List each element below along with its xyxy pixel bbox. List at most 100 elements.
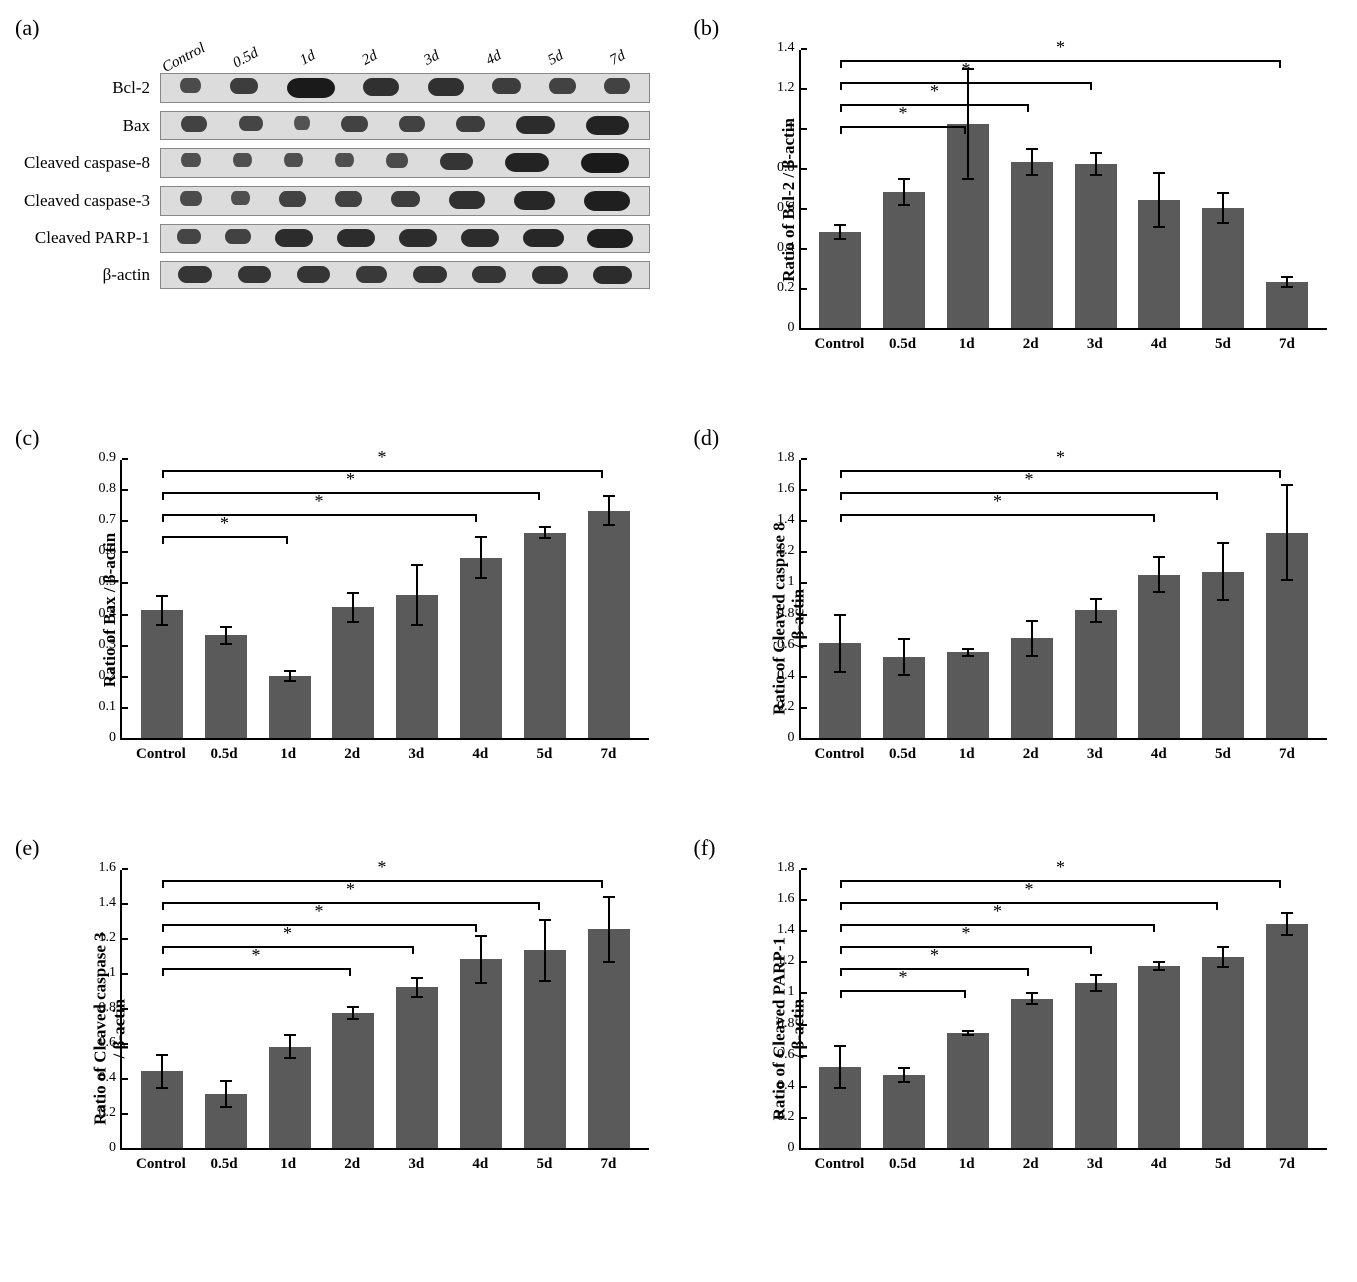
y-tick: 1.2 [777, 543, 801, 559]
bar-group [266, 1047, 314, 1149]
bar-group [1072, 983, 1120, 1148]
y-tick: 1.2 [777, 80, 801, 96]
error-bar [1222, 946, 1224, 968]
y-tick: 0.6 [99, 543, 123, 559]
x-labels: Control0.5d1d2d3d4d5d7d [769, 740, 1328, 763]
blot-band [399, 229, 437, 247]
bar [1202, 957, 1244, 1148]
blot-band [180, 78, 202, 93]
bar [947, 1033, 989, 1148]
y-tick: 1.8 [777, 860, 801, 876]
y-tick: 1.4 [99, 895, 123, 911]
error-bar [1095, 974, 1097, 993]
y-tick: 1.4 [777, 512, 801, 528]
blot-strip [160, 73, 650, 103]
error-bar [608, 495, 610, 526]
blot-band [593, 266, 631, 284]
y-tick: 1 [788, 574, 801, 590]
x-label: 2d [328, 746, 376, 763]
x-label: Control [815, 746, 863, 763]
error-bar [480, 935, 482, 984]
y-tick: 1.6 [99, 860, 123, 876]
bar [205, 635, 247, 738]
blot-row: Cleaved PARP-1 [160, 224, 659, 254]
error-bar [225, 626, 227, 645]
x-label: Control [815, 1156, 863, 1173]
bars-container [801, 50, 1328, 328]
bar-group [329, 1013, 377, 1148]
bar-group [1199, 572, 1247, 738]
blot-band [549, 78, 575, 94]
bar [1266, 924, 1308, 1148]
blot-band [399, 116, 425, 132]
blot-row: Cleaved caspase-3 [160, 186, 659, 216]
bar [396, 595, 438, 738]
bar [819, 1067, 861, 1148]
x-label: 0.5d [879, 1156, 927, 1173]
blot-lane-label: 2d [345, 40, 395, 78]
bar-group [1008, 999, 1056, 1148]
bar-group [1135, 200, 1183, 328]
bar-group [1199, 208, 1247, 328]
blot-band [279, 191, 305, 207]
x-label: 5d [520, 1156, 568, 1173]
bar [1202, 208, 1244, 328]
bar-group [457, 558, 505, 738]
bar [883, 192, 925, 328]
bar [819, 643, 861, 738]
bar [883, 1075, 925, 1148]
error-bar [839, 614, 841, 673]
x-label: 0.5d [200, 746, 248, 763]
x-label: 1d [264, 1156, 312, 1173]
error-bar [839, 1045, 841, 1089]
x-labels: Control0.5d1d2d3d4d5d7d [90, 740, 649, 763]
bar [819, 232, 861, 328]
bar [1138, 966, 1180, 1148]
panel-a-label: (a) [15, 15, 39, 41]
blot-band [386, 153, 408, 168]
figure-grid: (a) Control0.5d1d2d3d4d5d7d Bcl-2BaxClea… [20, 20, 1337, 1220]
blot-band [514, 191, 555, 210]
y-tick: 0.2 [99, 1105, 123, 1121]
bar-group [880, 192, 928, 328]
plot-area: 00.20.40.60.811.21.41.61.8****** [799, 870, 1328, 1150]
y-tick: 0.9 [99, 450, 123, 466]
y-ticks: 00.20.40.60.811.21.41.6 [82, 870, 122, 1148]
bar-group [1199, 957, 1247, 1148]
y-tick: 1.6 [777, 891, 801, 907]
y-ticks: 00.20.40.60.811.21.41.61.8 [761, 870, 801, 1148]
error-bar [480, 536, 482, 580]
plot-area: 00.20.40.60.811.21.41.6***** [120, 870, 649, 1150]
y-tick: 0.4 [99, 606, 123, 622]
blot-lane-labels: Control0.5d1d2d3d4d5d7d [160, 50, 659, 67]
error-bar [544, 526, 546, 538]
bar-group [1072, 610, 1120, 738]
blot-band [505, 153, 548, 172]
blot-row-label: Cleaved PARP-1 [20, 228, 160, 248]
blot-band [449, 191, 485, 209]
bar-group [1072, 164, 1120, 328]
blot-band [581, 153, 629, 173]
x-label: 1d [264, 746, 312, 763]
bar-group [266, 676, 314, 738]
x-label: 0.5d [879, 336, 927, 353]
y-tick: 0.8 [777, 160, 801, 176]
bar [460, 959, 502, 1148]
x-label: 7d [584, 1156, 632, 1173]
x-label: 4d [1135, 336, 1183, 353]
error-bar [1222, 542, 1224, 601]
x-labels: Control0.5d1d2d3d4d5d7d [769, 1150, 1328, 1173]
error-bar [1158, 172, 1160, 228]
bar-group [880, 657, 928, 738]
bar [332, 1013, 374, 1148]
x-label: 7d [584, 746, 632, 763]
bar-group [944, 652, 992, 738]
error-bar [544, 919, 546, 982]
blot-lane-label: 1d [283, 40, 333, 78]
error-bar [1158, 556, 1160, 593]
blot-band [225, 229, 251, 245]
y-tick: 0.6 [99, 1035, 123, 1051]
blot-lane-label: 7d [593, 40, 643, 78]
x-label: Control [136, 746, 184, 763]
bar-group [1263, 924, 1311, 1148]
